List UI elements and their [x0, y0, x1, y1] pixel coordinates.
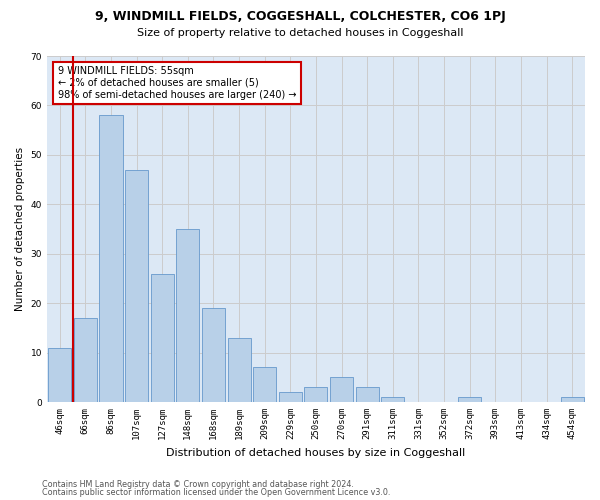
Y-axis label: Number of detached properties: Number of detached properties: [15, 147, 25, 311]
Bar: [304, 387, 328, 402]
Text: Contains public sector information licensed under the Open Government Licence v3: Contains public sector information licen…: [42, 488, 391, 497]
Bar: [48, 348, 71, 402]
Bar: [74, 318, 97, 402]
Bar: [151, 274, 174, 402]
X-axis label: Distribution of detached houses by size in Coggeshall: Distribution of detached houses by size …: [166, 448, 466, 458]
Bar: [330, 378, 353, 402]
Bar: [100, 116, 122, 402]
Text: Contains HM Land Registry data © Crown copyright and database right 2024.: Contains HM Land Registry data © Crown c…: [42, 480, 354, 489]
Bar: [125, 170, 148, 402]
Bar: [458, 397, 481, 402]
Bar: [381, 397, 404, 402]
Bar: [356, 387, 379, 402]
Bar: [560, 397, 584, 402]
Text: 9, WINDMILL FIELDS, COGGESHALL, COLCHESTER, CO6 1PJ: 9, WINDMILL FIELDS, COGGESHALL, COLCHEST…: [95, 10, 505, 23]
Bar: [227, 338, 251, 402]
Text: 9 WINDMILL FIELDS: 55sqm
← 2% of detached houses are smaller (5)
98% of semi-det: 9 WINDMILL FIELDS: 55sqm ← 2% of detache…: [58, 66, 296, 100]
Bar: [202, 308, 225, 402]
Bar: [279, 392, 302, 402]
Text: Size of property relative to detached houses in Coggeshall: Size of property relative to detached ho…: [137, 28, 463, 38]
Bar: [253, 368, 276, 402]
Bar: [176, 229, 199, 402]
